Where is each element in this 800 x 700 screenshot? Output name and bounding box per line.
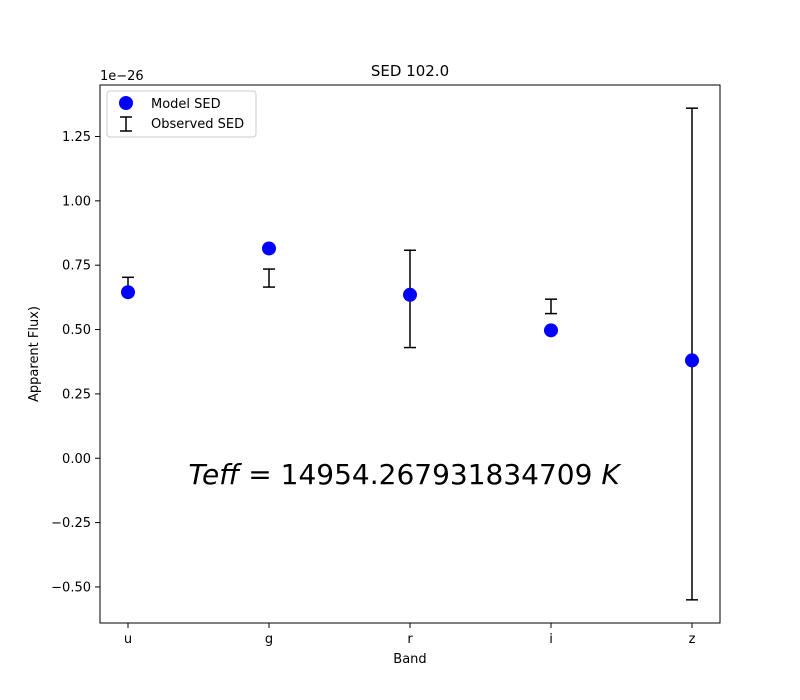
y-tick-label: 0.50	[62, 323, 91, 338]
legend-model-label: Model SED	[151, 97, 221, 112]
teff-space	[592, 458, 601, 491]
chart-title: SED 102.0	[371, 62, 449, 80]
legend-observed-label: Observed SED	[151, 117, 244, 132]
model-marker-u	[121, 285, 135, 300]
x-tick-label-i: i	[549, 632, 553, 647]
x-tick-label-g: g	[265, 632, 273, 647]
y-tick-label: 0.00	[62, 452, 91, 467]
y-scale-label: 1e−26	[100, 69, 144, 84]
model-marker-g	[262, 241, 276, 256]
observed-sed-errorbars	[122, 107, 698, 601]
legend: Model SED Observed SED	[106, 90, 257, 138]
y-tick-label: −0.25	[51, 516, 91, 531]
x-tick-label-r: r	[407, 632, 413, 647]
y-axis-ticks: −0.50 −0.25 0.00 0.25 0.50 0.75 1.00 1.25	[51, 130, 100, 595]
model-marker-z	[685, 353, 699, 368]
y-tick-label: −0.50	[51, 580, 91, 595]
x-tick-label-z: z	[689, 632, 696, 647]
y-tick-label: 1.25	[62, 130, 91, 145]
teff-annotation: Teff = 14954.267931834709 K	[188, 458, 622, 491]
plot-frame	[99, 84, 721, 624]
model-marker-i	[544, 323, 558, 338]
teff-symbol: Teff	[188, 458, 242, 491]
y-tick-label: 0.25	[62, 387, 91, 402]
y-tick-label: 1.00	[62, 194, 91, 209]
y-axis-label: Apparent Flux)	[27, 306, 42, 402]
teff-equals: =	[239, 458, 280, 491]
model-marker-r	[403, 287, 417, 302]
x-axis-label: Band	[393, 652, 426, 667]
x-tick-label-u: u	[124, 632, 132, 647]
legend-model-marker	[119, 96, 133, 110]
y-tick-label: 0.75	[62, 259, 91, 274]
teff-unit: K	[601, 458, 622, 491]
legend-box	[106, 90, 257, 138]
model-sed-markers	[121, 241, 699, 368]
teff-value: 14954.267931834709	[281, 458, 593, 491]
